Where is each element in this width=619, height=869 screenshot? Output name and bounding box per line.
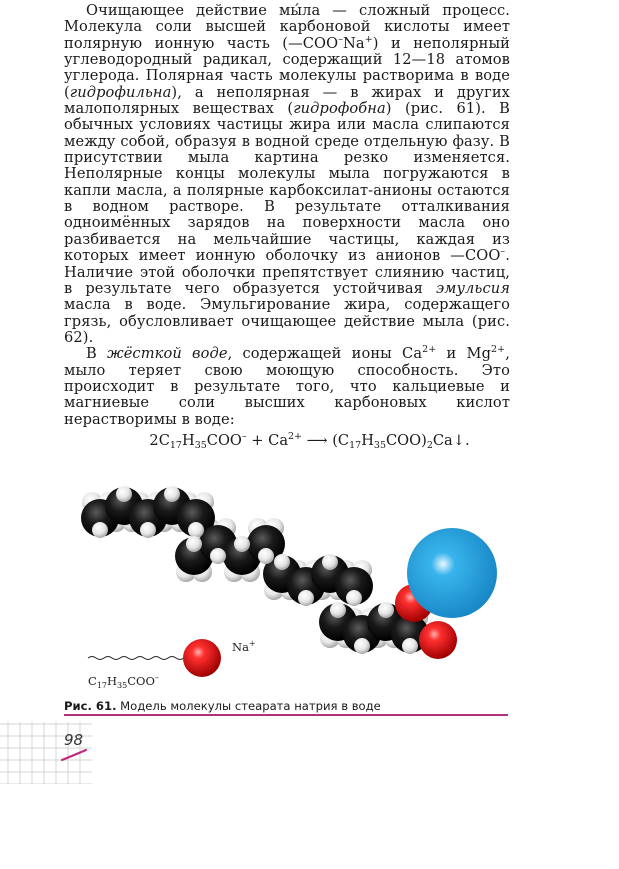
text-run: ) и неполярный углеводородный радикал, с… bbox=[64, 34, 510, 101]
text-run: В bbox=[86, 345, 107, 363]
carbon-atom bbox=[335, 567, 373, 605]
eq-superscript: 2+ bbox=[288, 431, 303, 442]
eq-superscript: – bbox=[241, 431, 247, 442]
term-hard-water: жёсткой воде bbox=[107, 345, 228, 363]
hydrogen-atom bbox=[346, 590, 362, 606]
hydrogen-atom bbox=[274, 554, 290, 570]
carbon-atom bbox=[177, 499, 215, 537]
text-run: Na bbox=[343, 34, 365, 52]
eq-subscript: 35 bbox=[373, 440, 387, 451]
tail-formula-label: C17H35COO– bbox=[88, 673, 159, 690]
eq-subscript: 17 bbox=[169, 440, 182, 451]
hydrogen-atom bbox=[140, 522, 156, 538]
text-run: ), а неполярная — в жирах и других малоп… bbox=[64, 83, 510, 118]
charge-superscript: 2+ bbox=[422, 344, 437, 356]
text-run: и Mg bbox=[436, 345, 492, 363]
text-run: , мыло теряет свою моющую способность. Э… bbox=[64, 345, 510, 428]
page-number: 98 bbox=[64, 731, 84, 749]
text-run: ) (рис. 61). В обычных условиях частицы … bbox=[64, 100, 510, 265]
charge-superscript: + bbox=[364, 33, 373, 45]
eq-subscript: 17 bbox=[349, 440, 362, 451]
hydrogen-atom bbox=[378, 602, 394, 618]
page-number-grid bbox=[0, 722, 92, 784]
hydrogen-atom bbox=[322, 554, 338, 570]
charge-superscript: – bbox=[338, 33, 344, 45]
caption-label: Рис. 61. bbox=[64, 699, 117, 713]
charge-superscript: – bbox=[500, 246, 506, 258]
hydrogen-atom bbox=[186, 536, 202, 552]
eq-text: COO) bbox=[386, 432, 427, 449]
text-run: , содержащей ионы Ca bbox=[227, 345, 423, 363]
caption-text: Модель молекулы стеарата натрия в воде bbox=[116, 699, 381, 713]
carbon-atom bbox=[247, 525, 285, 563]
hydrogen-atom bbox=[330, 602, 346, 618]
hydrocarbon-chain bbox=[81, 486, 429, 654]
eq-text: H bbox=[361, 432, 374, 449]
text-run: Очищающее действие мы́ла — сложный проце… bbox=[64, 2, 510, 52]
eq-text: H bbox=[181, 432, 195, 449]
hydrogen-atom bbox=[188, 522, 204, 538]
polar-head-oxygen bbox=[183, 639, 221, 677]
hydrogen-atom bbox=[298, 590, 314, 606]
text-run: . Наличие этой оболочки препятствует сли… bbox=[64, 247, 510, 297]
hydrogen-atom bbox=[234, 536, 250, 552]
hydrogen-atom bbox=[92, 522, 108, 538]
term-hydrophobic: гидрофобна bbox=[293, 100, 386, 118]
page-accent-swoosh bbox=[60, 748, 88, 762]
oxygen-atom bbox=[419, 621, 457, 659]
paragraph-soap-action: Очищающее действие мы́ла — сложный проце… bbox=[64, 2, 510, 346]
eq-text: ⟶ (C bbox=[302, 432, 350, 449]
figure-caption: Рис. 61. Модель молекулы стеарата натрия… bbox=[64, 699, 510, 713]
stearate-molecule-figure: Na+ C17H35COO– bbox=[81, 486, 497, 690]
eq-text: 2C bbox=[149, 432, 170, 449]
eq-subscript: 35 bbox=[194, 440, 207, 451]
caption-divider bbox=[64, 714, 508, 716]
charge-superscript: 2+ bbox=[491, 344, 506, 356]
hydrogen-atom bbox=[164, 486, 180, 502]
reaction-equation: 2C17H35COO– + Ca2+ ⟶ (C17H35COO)2Ca↓. bbox=[0, 431, 619, 451]
term-emulsion: эмульсия bbox=[435, 279, 510, 297]
eq-text: + Ca bbox=[246, 432, 289, 449]
term-hydrophilic: гидрофильна bbox=[69, 83, 172, 101]
paragraph-hard-water: В жёсткой воде, содержащей ионы Ca2+ и M… bbox=[64, 344, 510, 428]
hydrogen-atom bbox=[258, 548, 274, 564]
hydrogen-atom bbox=[354, 638, 370, 654]
body-text: Очищающее действие мы́ла — сложный проце… bbox=[64, 2, 510, 428]
eq-subscript: 2 bbox=[426, 440, 433, 451]
hydrogen-atom bbox=[210, 548, 226, 564]
eq-text: COO bbox=[206, 432, 242, 449]
sodium-label: Na+ bbox=[232, 639, 256, 654]
hydrogen-atom bbox=[402, 638, 418, 654]
sodium-ion bbox=[407, 528, 497, 618]
hydrogen-atom bbox=[116, 486, 132, 502]
text-run: масла в воде. Эмульгирование жира, содер… bbox=[64, 296, 510, 346]
eq-text: Ca↓. bbox=[432, 432, 470, 449]
